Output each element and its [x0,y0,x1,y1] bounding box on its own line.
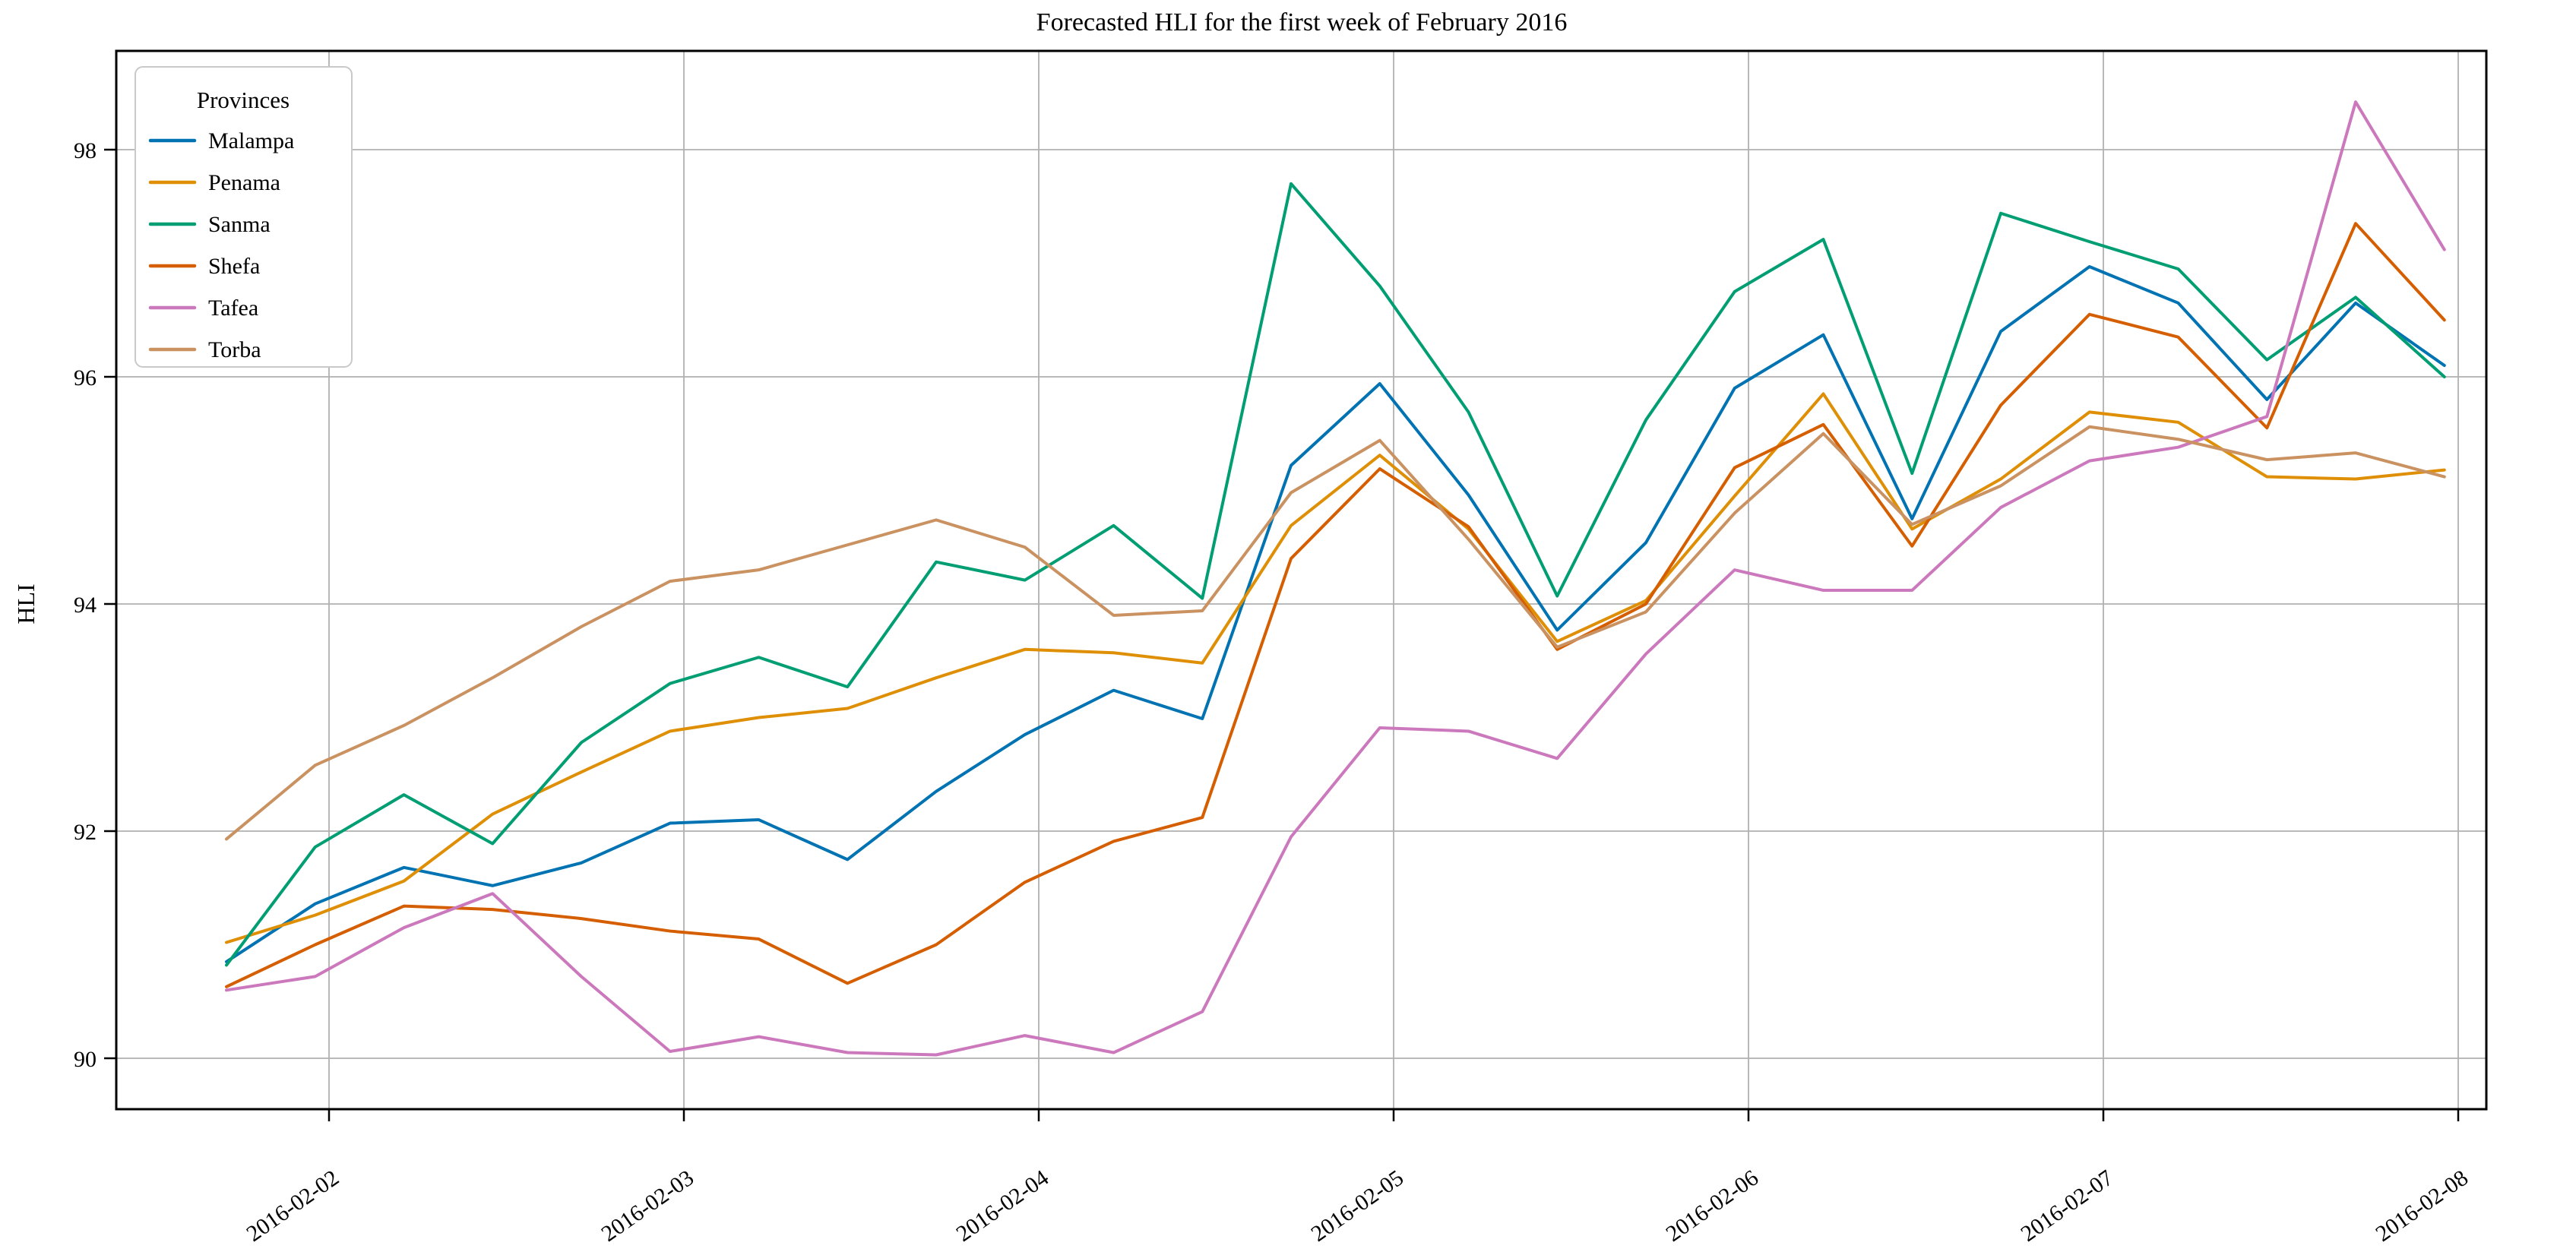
y-tick-label: 94 [74,593,97,618]
legend-label-tafea: Tafea [208,296,258,321]
x-tick-label: 2016-02-02 [242,1165,343,1247]
x-tick-label: 2016-02-05 [1306,1165,1408,1247]
y-axis-label: HLI [12,583,40,624]
gridlines [116,51,2486,1109]
legend-label-sanma: Sanma [208,212,271,237]
axis-ticks: 90 92 94 96 98 2016-02-02 2016-02-03 2016-02-04… [74,138,2473,1247]
y-tick-label: 96 [74,365,97,390]
plot-border [115,49,2488,1111]
y-tick-label: 92 [74,820,97,845]
legend-label-penama: Penama [208,170,280,195]
y-tick-label: 90 [74,1047,97,1072]
x-tick-label: 2016-02-07 [2016,1165,2118,1247]
x-tick-label: 2016-02-06 [1661,1165,1763,1247]
legend: Provinces Malampa Penama Sanma Shefa Tafea Tor… [134,66,353,368]
chart-title: Forecasted HLI for the first week of Feb… [1036,8,1568,36]
series-line-tafea [225,100,2446,1057]
legend-label-torba: Torba [208,337,261,362]
x-tick-label: 2016-02-04 [951,1165,1053,1247]
legend-label-malampa: Malampa [208,128,294,153]
series-line-torba [225,425,2446,841]
x-tick-label: 2016-02-08 [2371,1165,2473,1247]
series-line-shefa [225,222,2446,988]
series-line-penama [225,392,2446,944]
series-line-sanma [225,182,2446,967]
x-tick-label: 2016-02-03 [597,1165,698,1247]
series-lines [225,100,2446,1057]
legend-title: Provinces [197,87,290,113]
legend-label-shefa: Shefa [208,254,260,279]
y-tick-label: 98 [74,138,97,163]
series-line-malampa [225,264,2446,963]
